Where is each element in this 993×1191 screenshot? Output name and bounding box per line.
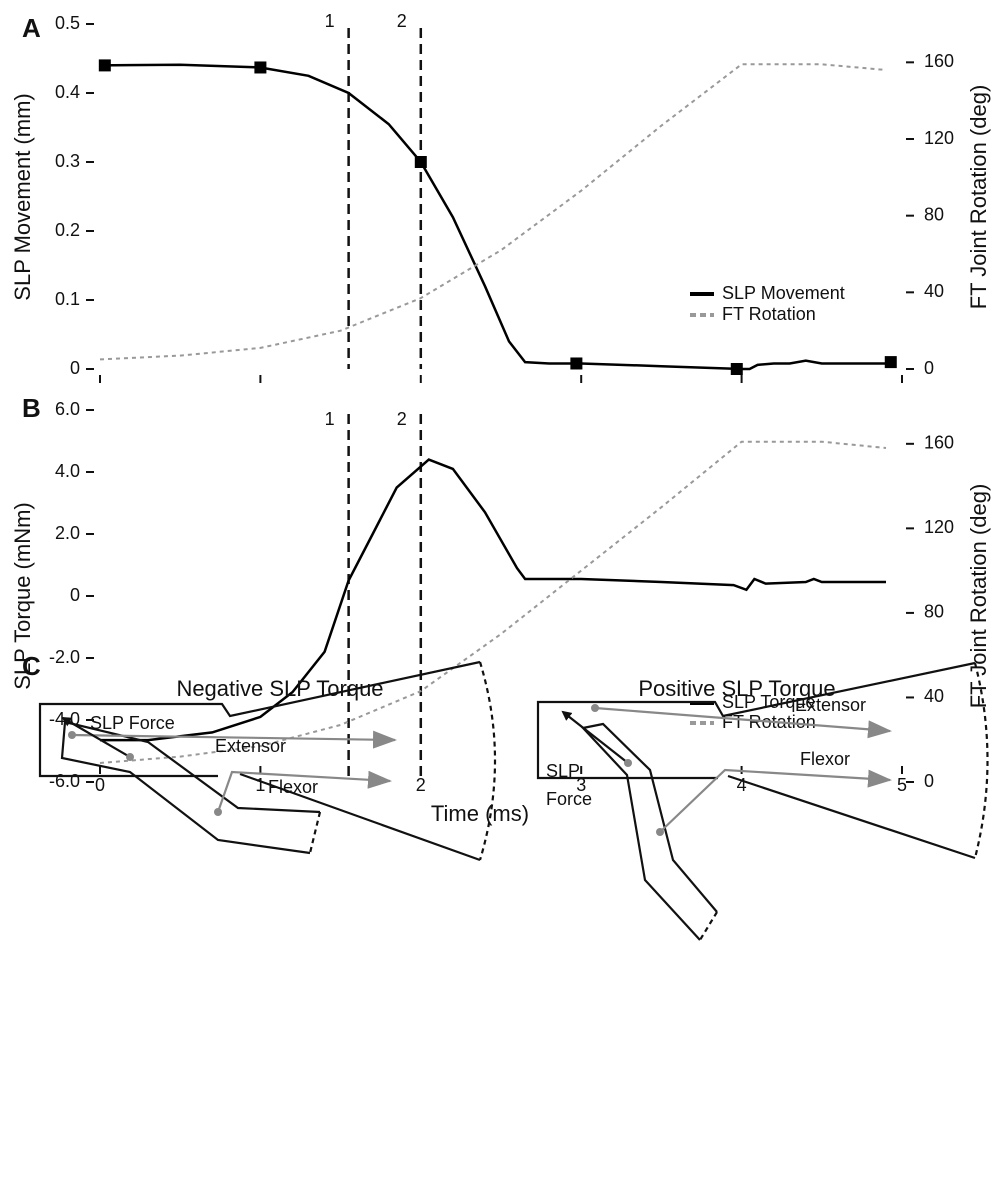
panel-c: C Negative SLP Torque Positive SLP Torqu…: [22, 651, 989, 941]
y-tick-label: 0.1: [55, 289, 80, 309]
legend-label: SLP Movement: [722, 283, 845, 303]
flexor-arrow: [216, 770, 392, 813]
flexor-label: Flexor: [268, 777, 318, 797]
data-marker: [98, 59, 111, 72]
limb-outline: [38, 660, 481, 778]
y2-axis-title: FT Joint Rotation (deg): [966, 85, 991, 310]
force-label: SLP: [546, 761, 580, 781]
panel-label: A: [22, 13, 41, 43]
x-tick-label: 4: [737, 775, 747, 795]
y2-tick-label: 160: [924, 433, 954, 453]
pin-cut: [308, 811, 322, 854]
legend-label: FT Rotation: [722, 304, 816, 324]
panel-label: B: [22, 393, 41, 423]
reference-label: 1: [325, 409, 335, 429]
y-axis-title: SLP Movement (mm): [10, 93, 35, 300]
limb-cut: [478, 661, 497, 861]
y-tick-label: 4.0: [55, 461, 80, 481]
attachment: [624, 759, 632, 767]
diagram-title: Negative SLP Torque: [176, 676, 383, 701]
y2-tick-label: 80: [924, 204, 944, 224]
y2-tick-label: 0: [924, 771, 934, 791]
y2-tick-label: 80: [924, 602, 944, 622]
y-tick-label: 0: [70, 585, 80, 605]
data-marker: [884, 356, 897, 369]
extensor-arrow: [71, 730, 397, 749]
force-label: Force: [546, 789, 592, 809]
y2-tick-label: 40: [924, 686, 944, 706]
limb-outline: [536, 661, 976, 780]
y-tick-label: 0.2: [55, 220, 80, 240]
y2-tick-label: 120: [924, 128, 954, 148]
data-marker: [570, 357, 583, 370]
series-line: [99, 63, 887, 361]
y-tick-label: 0.4: [55, 82, 80, 102]
limb-cut: [973, 662, 989, 859]
x-tick-label: 5: [897, 775, 907, 795]
y2-axis-title: FT Joint Rotation (deg): [966, 484, 991, 709]
y2-tick-label: 160: [924, 51, 954, 71]
limb-outline: [727, 774, 976, 860]
diagram-title: Positive SLP Torque: [638, 676, 835, 701]
y-axis-title: SLP Torque (mNm): [10, 502, 35, 689]
y-tick-label: -2.0: [49, 647, 80, 667]
y2-tick-label: 120: [924, 517, 954, 537]
y2-tick-label: 40: [924, 281, 944, 301]
flexor-label: Flexor: [800, 749, 850, 769]
attachment: [214, 808, 222, 816]
force-arrow: [61, 716, 131, 758]
y-tick-label: 0.5: [55, 13, 80, 33]
y-tick-label: 0.3: [55, 151, 80, 171]
extensor-label: Extensor: [795, 695, 866, 715]
y2-tick-label: 0: [924, 358, 934, 378]
force-label: SLP Force: [90, 713, 175, 733]
x-axis-title: Time (ms): [431, 801, 529, 826]
reference-label: 2: [397, 409, 407, 429]
attachment: [591, 704, 599, 712]
y-tick-label: -6.0: [49, 771, 80, 791]
legend-label: SLP Torque: [722, 692, 815, 712]
pin-cut: [699, 911, 718, 941]
attachment: [656, 828, 664, 836]
y-tick-label: 6.0: [55, 399, 80, 419]
pin-outline: [580, 722, 718, 941]
reference-label: 2: [397, 11, 407, 31]
y-tick-label: 0: [70, 358, 80, 378]
attachment: [126, 753, 134, 761]
attachment: [68, 731, 76, 739]
extensor-label: Extensor: [215, 736, 286, 756]
x-tick-label: 3: [576, 775, 586, 795]
extensor-arrow: [594, 706, 892, 739]
x-tick-label: 1: [255, 775, 265, 795]
y-tick-label: 2.0: [55, 523, 80, 543]
series-line: [99, 63, 886, 371]
reference-label: 1: [325, 11, 335, 31]
limb-outline: [239, 772, 481, 862]
data-marker: [254, 61, 267, 74]
data-marker: [414, 156, 427, 168]
flexor-arrow: [659, 768, 892, 833]
force-arrow: [561, 710, 629, 764]
x-tick-label: 0: [95, 775, 105, 795]
x-tick-label: 2: [416, 775, 426, 795]
series-line: [100, 458, 886, 742]
data-marker: [730, 363, 743, 375]
panel-label: C: [22, 651, 41, 681]
